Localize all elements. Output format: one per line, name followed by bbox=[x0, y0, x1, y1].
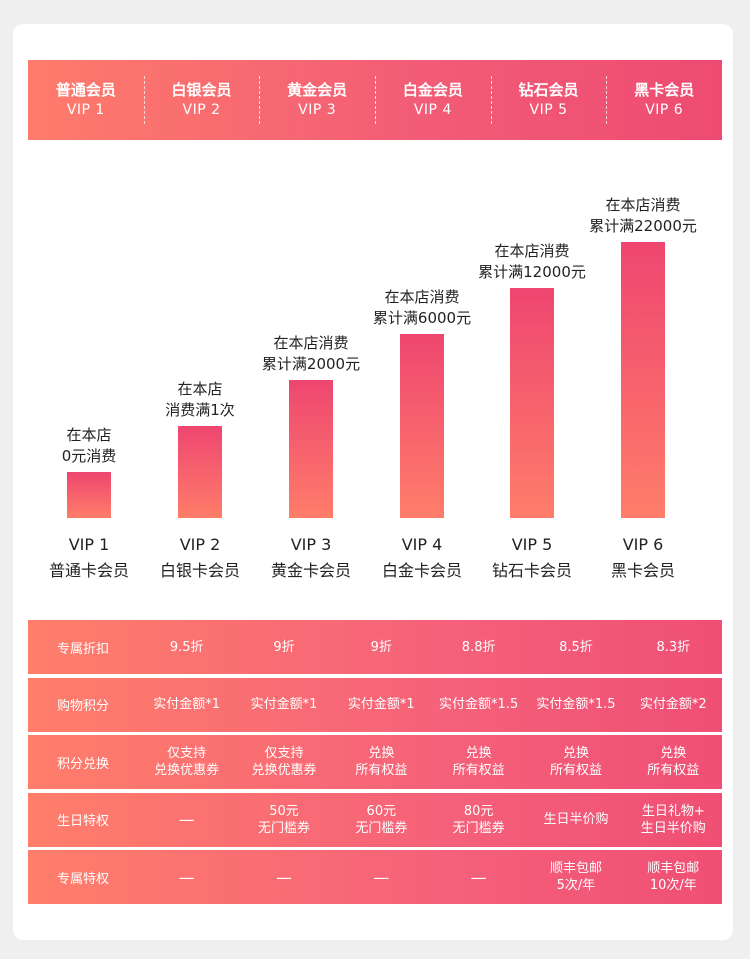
bar-data-label: 在本店 bbox=[177, 380, 222, 398]
x-tick-sublabel: 白银卡会员 bbox=[160, 561, 240, 580]
benefit-cell: 60元 无门槛券 bbox=[355, 803, 408, 836]
tier-vip-level: VIP 4 bbox=[413, 102, 452, 118]
bar-vip6 bbox=[621, 242, 665, 518]
benefit-cell: 实付金额*2 bbox=[639, 697, 707, 712]
benefit-row: 专属折扣 9.5折 9折 9折 8.8折 8.5折 8.3折 bbox=[28, 620, 722, 674]
x-tick-label: VIP 1 bbox=[69, 535, 110, 554]
tier-vip-level: VIP 5 bbox=[529, 102, 568, 118]
benefit-row: 专属特权 — — — — 顺丰包邮 5次/年 顺丰包邮 10次/年 bbox=[28, 850, 722, 904]
x-tick-sublabel: 黄金卡会员 bbox=[271, 561, 351, 580]
benefit-cell: 8.3折 bbox=[656, 639, 691, 655]
bar-data-label: 在本店消费 bbox=[384, 288, 459, 306]
benefit-cell: 实付金额*1.5 bbox=[536, 697, 616, 712]
x-tick-label: VIP 4 bbox=[402, 535, 443, 554]
benefit-cell: 8.8折 bbox=[461, 639, 496, 655]
x-tick-sublabel: 白金卡会员 bbox=[382, 561, 462, 580]
benefit-cell: 9折 bbox=[370, 639, 392, 655]
benefit-cell: 顺丰包邮 10次/年 bbox=[647, 861, 700, 893]
benefit-cell: 仅支持 兑换优惠券 bbox=[251, 746, 317, 778]
benefit-cell: 仅支持 兑换优惠券 bbox=[154, 746, 220, 778]
benefit-cell: — bbox=[470, 867, 487, 887]
tier-vip3: 黄金会员 VIP 3 bbox=[259, 60, 375, 140]
benefit-cell: — bbox=[178, 810, 195, 829]
benefit-row: 积分兑换 仅支持 兑换优惠券 仅支持 兑换优惠券 兑换 所有权益 兑换 所有权益 兑换 所… bbox=[28, 735, 722, 789]
bar-data-label: 累计满6000元 bbox=[373, 309, 471, 327]
benefit-cell: 兑换 所有权益 bbox=[452, 746, 505, 778]
x-tick-sublabel: 黑卡会员 bbox=[611, 561, 675, 580]
tier-vip6: 黑卡会员 VIP 6 bbox=[606, 60, 722, 140]
benefit-cell: 顺丰包邮 5次/年 bbox=[549, 861, 602, 893]
benefit-cell: 生日半价购 bbox=[543, 812, 609, 827]
tier-vip-level: VIP 1 bbox=[66, 102, 105, 118]
benefit-cell: 实付金额*1 bbox=[153, 697, 221, 712]
bar-data-label: 在本店消费 bbox=[494, 242, 569, 260]
benefit-cell: — bbox=[373, 867, 390, 887]
benefit-row-label: 专属特权 bbox=[56, 871, 109, 887]
benefit-row-label: 购物积分 bbox=[56, 699, 109, 714]
x-tick-sublabel: 普通卡会员 bbox=[49, 561, 129, 580]
bar-data-label: 消费满1次 bbox=[165, 401, 235, 419]
benefit-row-label: 积分兑换 bbox=[56, 756, 109, 772]
tier-name: 黄金会员 bbox=[287, 81, 348, 99]
benefit-cell: 兑换 所有权益 bbox=[355, 746, 408, 778]
bar-vip4 bbox=[400, 334, 444, 518]
benefit-cell: 兑换 所有权益 bbox=[647, 746, 700, 778]
tier-vip-level: VIP 2 bbox=[182, 102, 221, 118]
benefit-cell: 9.5折 bbox=[169, 639, 204, 655]
tier-vip-level: VIP 3 bbox=[298, 102, 337, 118]
bar-data-label: 在本店消费 bbox=[605, 196, 680, 214]
tier-name: 普通会员 bbox=[55, 81, 116, 99]
bar-data-label: 在本店 bbox=[66, 426, 111, 444]
benefit-cell: 9折 bbox=[273, 639, 295, 655]
x-tick-sublabel: 钻石卡会员 bbox=[492, 561, 572, 580]
benefit-row: 生日特权 — 50元 无门槛券 60元 无门槛券 80元 无门槛券 生日半价购 生日礼物+ … bbox=[28, 792, 722, 847]
x-tick-label: VIP 6 bbox=[623, 535, 664, 554]
benefits-table: 专属折扣 9.5折 9折 9折 8.8折 8.5折 8.3折购物积分 实付金额*1 实付金额*1… bbox=[28, 620, 722, 908]
tier-name: 钻石会员 bbox=[518, 81, 579, 99]
bar-data-label: 累计满22000元 bbox=[589, 217, 697, 235]
benefit-cell: 生日礼物+ 生日半价购 bbox=[640, 803, 706, 836]
tier-header-bar: 普通会员 VIP 1 白银会员 VIP 2 黄金会员 VIP 3 白金会员 VI… bbox=[28, 60, 722, 140]
bar-vip5 bbox=[510, 288, 554, 518]
benefit-cell: 实付金额*1 bbox=[250, 697, 318, 712]
tier-vip2: 白银会员 VIP 2 bbox=[143, 60, 260, 140]
x-tick-label: VIP 5 bbox=[512, 535, 553, 554]
benefit-row-label: 专属折扣 bbox=[56, 641, 109, 657]
benefit-cell: — bbox=[275, 867, 292, 887]
benefit-cell: 兑换 所有权益 bbox=[549, 746, 602, 778]
benefit-row-label: 生日特权 bbox=[56, 814, 109, 829]
tier-vip5: 钻石会员 VIP 5 bbox=[490, 60, 607, 140]
tier-name: 白银会员 bbox=[171, 81, 232, 99]
benefit-cell: 实付金额*1 bbox=[347, 697, 415, 712]
tier-vip1: 普通会员 VIP 1 bbox=[28, 60, 144, 140]
benefit-cell: — bbox=[178, 867, 195, 887]
x-tick-label: VIP 2 bbox=[180, 535, 221, 554]
tier-name: 白金会员 bbox=[402, 81, 463, 99]
bar-vip2 bbox=[178, 426, 222, 518]
bar-vip3 bbox=[289, 380, 333, 518]
tier-vip4: 白金会员 VIP 4 bbox=[375, 60, 491, 140]
benefit-cell: 50元 无门槛券 bbox=[257, 803, 310, 836]
bar-data-label: 0元消费 bbox=[62, 447, 117, 465]
bar-data-label: 在本店消费 bbox=[273, 334, 348, 352]
benefit-cell: 实付金额*1.5 bbox=[439, 697, 519, 712]
x-tick-label: VIP 3 bbox=[291, 535, 332, 554]
benefit-cell: 8.5折 bbox=[559, 639, 593, 655]
benefit-cell: 80元 无门槛券 bbox=[452, 803, 505, 836]
tier-name: 黑卡会员 bbox=[634, 81, 695, 99]
tier-vip-level: VIP 6 bbox=[645, 102, 684, 118]
bar-vip1 bbox=[67, 472, 111, 518]
bar-data-label: 累计满2000元 bbox=[262, 355, 360, 373]
benefit-row: 购物积分 实付金额*1 实付金额*1 实付金额*1 实付金额*1.5 实付金额*1.5 实付… bbox=[28, 677, 722, 732]
bar-data-label: 累计满12000元 bbox=[478, 263, 586, 281]
